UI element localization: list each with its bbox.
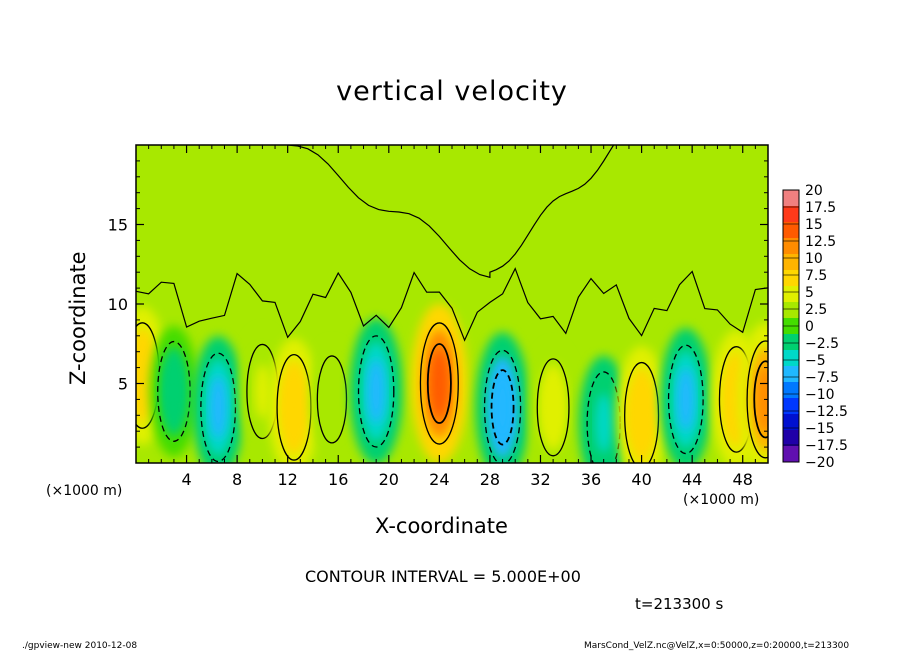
velocity-cell-core bbox=[324, 374, 340, 425]
colorbar-swatch bbox=[783, 302, 799, 319]
velocity-cell-core bbox=[493, 374, 512, 441]
colorbar-label: −2.5 bbox=[805, 336, 839, 352]
contour-line bbox=[753, 360, 768, 439]
colorbar-swatch bbox=[783, 190, 799, 207]
colorbar-swatch bbox=[783, 254, 799, 271]
chart-title: vertical velocity bbox=[336, 76, 568, 107]
time-note: t=213300 s bbox=[635, 595, 724, 613]
colorbar-swatch bbox=[783, 446, 799, 463]
velocity-cell-core bbox=[429, 348, 449, 419]
y-tick-label: 10 bbox=[108, 295, 128, 314]
zero-contour bbox=[136, 267, 768, 342]
footer-right: MarsCond_VelZ.nc@VelZ,x=0:50000,z=0:2000… bbox=[584, 641, 850, 651]
x-tick-label: 4 bbox=[181, 470, 191, 489]
x-tick-label: 8 bbox=[232, 470, 242, 489]
colorbar-label: −5 bbox=[805, 353, 826, 369]
x-tick-label: 48 bbox=[733, 470, 753, 489]
x-tick-label: 24 bbox=[429, 470, 449, 489]
x-tick-label: 36 bbox=[581, 470, 601, 489]
colorbar-label: 5 bbox=[805, 285, 814, 301]
velocity-cell-core bbox=[254, 364, 271, 419]
colorbar-swatch bbox=[783, 286, 799, 303]
y-axis-label: Z-coordinate bbox=[66, 251, 90, 385]
colorbar-swatch bbox=[783, 334, 799, 351]
contour-line bbox=[200, 352, 237, 463]
y-tick-label: 15 bbox=[108, 216, 128, 235]
colorbar-label: 10 bbox=[805, 251, 823, 267]
x-tick-label: 16 bbox=[328, 470, 348, 489]
x-tick-label: 12 bbox=[278, 470, 298, 489]
colorbar-swatch bbox=[783, 366, 799, 383]
velocity-cell-core bbox=[367, 359, 385, 424]
contour-line bbox=[316, 355, 348, 444]
x-tick-label: 20 bbox=[379, 470, 399, 489]
colorbar-swatch bbox=[783, 430, 799, 447]
colorbar-label: −10 bbox=[805, 387, 835, 403]
y-tick-label: 5 bbox=[118, 375, 128, 394]
colorbar-label: 15 bbox=[805, 217, 823, 233]
velocity-cell-core bbox=[633, 384, 651, 446]
x-unit-note-left: (×1000 m) bbox=[46, 483, 123, 499]
colorbar-swatch bbox=[783, 222, 799, 239]
colorbar-label: −12.5 bbox=[805, 404, 848, 420]
colorbar-swatch bbox=[783, 238, 799, 255]
colorbar: 2017.51512.5107.552.50−2.5−5−7.5−10−12.5… bbox=[782, 183, 848, 471]
contour-line bbox=[426, 343, 452, 424]
velocity-cell-core bbox=[165, 362, 183, 421]
colorbar-label: 17.5 bbox=[805, 200, 836, 216]
x-tick-label: 40 bbox=[631, 470, 651, 489]
footer-left: ./gpview-new 2010-12-08 bbox=[22, 641, 138, 651]
x-axis: 4 8 12 16 20 24 28 32 36 40 44 48 bbox=[148, 145, 756, 489]
colorbar-swatch bbox=[783, 350, 799, 367]
zero-contour bbox=[287, 145, 615, 279]
contour-line bbox=[357, 335, 395, 448]
velocity-field bbox=[136, 303, 768, 463]
colorbar-label: 7.5 bbox=[805, 268, 827, 284]
contour-interval-note: CONTOUR INTERVAL = 5.000E+00 bbox=[305, 567, 581, 586]
velocity-cell-core bbox=[136, 345, 151, 407]
colorbar-swatch bbox=[783, 382, 799, 399]
x-tick-label: 28 bbox=[480, 470, 500, 489]
velocity-cell-core bbox=[677, 368, 695, 431]
colorbar-label: −15 bbox=[805, 421, 835, 437]
contour-line bbox=[490, 369, 515, 446]
velocity-cell-core bbox=[595, 393, 612, 453]
contour-line bbox=[157, 340, 191, 442]
colorbar-swatch bbox=[783, 398, 799, 415]
colorbar-label: −7.5 bbox=[805, 370, 839, 386]
velocity-cell-core bbox=[756, 365, 768, 434]
colorbar-swatch bbox=[783, 206, 799, 223]
x-axis-label: X-coordinate bbox=[375, 514, 508, 538]
x-tick-label: 32 bbox=[530, 470, 550, 489]
colorbar-swatch bbox=[783, 414, 799, 431]
y-axis: 5 10 15 bbox=[108, 160, 768, 448]
velocity-cell-core bbox=[285, 376, 303, 438]
contour-line bbox=[624, 361, 660, 463]
colorbar-label: −17.5 bbox=[805, 438, 848, 454]
contour-line bbox=[746, 340, 768, 459]
x-unit-note-right: (×1000 m) bbox=[683, 492, 760, 508]
x-tick-label: 44 bbox=[682, 470, 702, 489]
colorbar-label: 20 bbox=[805, 183, 823, 199]
colorbar-label: 12.5 bbox=[805, 234, 836, 250]
contour-line bbox=[667, 344, 704, 455]
contour-line bbox=[483, 349, 522, 463]
colorbar-label: −20 bbox=[805, 455, 835, 471]
plot-area bbox=[135, 144, 769, 464]
contour-line bbox=[536, 358, 570, 457]
colorbar-label: 2.5 bbox=[805, 302, 827, 318]
velocity-cell-core bbox=[209, 376, 227, 439]
colorbar-swatch bbox=[783, 270, 799, 287]
colorbar-label: 0 bbox=[805, 319, 814, 335]
contour-line bbox=[419, 322, 459, 445]
velocity-cell-core bbox=[545, 379, 562, 436]
